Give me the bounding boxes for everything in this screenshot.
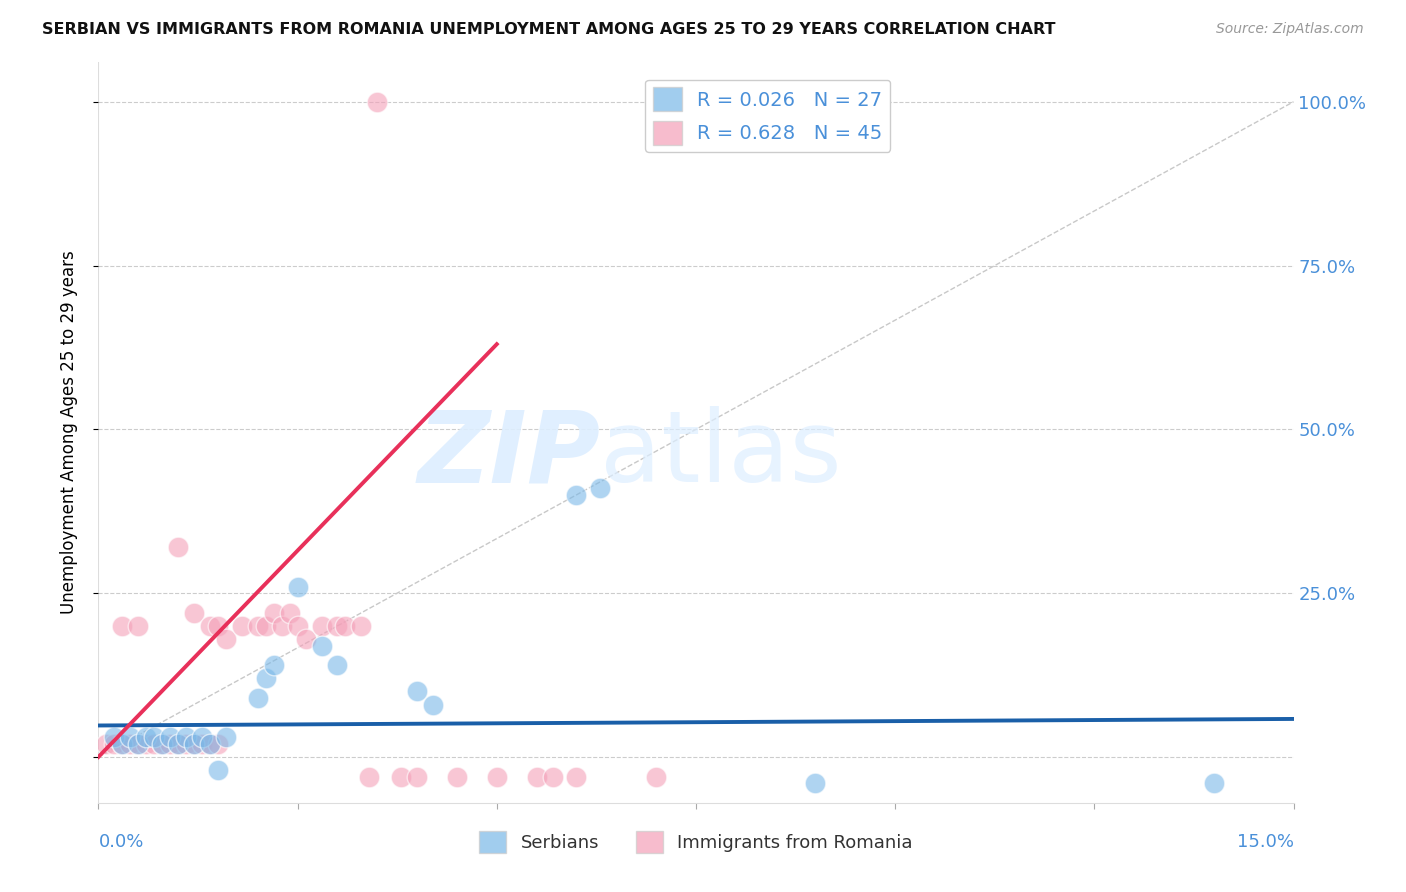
Point bbox=[198, 737, 221, 751]
Text: 15.0%: 15.0% bbox=[1236, 833, 1294, 851]
Point bbox=[287, 619, 309, 633]
Point bbox=[207, 737, 229, 751]
Point bbox=[127, 737, 149, 751]
Point bbox=[1202, 776, 1225, 790]
Point bbox=[207, 619, 229, 633]
Point bbox=[350, 619, 373, 633]
Point bbox=[311, 619, 333, 633]
Point bbox=[589, 481, 612, 495]
Point bbox=[120, 731, 142, 745]
Point bbox=[246, 619, 269, 633]
Point bbox=[183, 737, 205, 751]
Point bbox=[103, 737, 125, 751]
Point bbox=[135, 737, 157, 751]
Point bbox=[191, 737, 214, 751]
Point bbox=[120, 737, 142, 751]
Point bbox=[111, 737, 134, 751]
Point bbox=[174, 731, 197, 745]
Point bbox=[167, 737, 190, 751]
Point bbox=[366, 95, 388, 109]
Point bbox=[150, 737, 173, 751]
Point bbox=[183, 737, 205, 751]
Point bbox=[159, 731, 181, 745]
Text: Source: ZipAtlas.com: Source: ZipAtlas.com bbox=[1216, 22, 1364, 37]
Point bbox=[183, 606, 205, 620]
Point bbox=[326, 658, 349, 673]
Point bbox=[359, 770, 381, 784]
Point bbox=[485, 770, 508, 784]
Point bbox=[159, 737, 181, 751]
Point bbox=[150, 737, 173, 751]
Point bbox=[326, 619, 349, 633]
Point bbox=[143, 737, 166, 751]
Point bbox=[270, 619, 292, 633]
Point bbox=[278, 606, 301, 620]
Point bbox=[198, 619, 221, 633]
Point bbox=[215, 731, 238, 745]
Point bbox=[526, 770, 548, 784]
Point bbox=[254, 671, 277, 685]
Point bbox=[143, 731, 166, 745]
Point bbox=[215, 632, 238, 646]
Point bbox=[804, 776, 827, 790]
Point bbox=[389, 770, 412, 784]
Point bbox=[103, 731, 125, 745]
Text: 0.0%: 0.0% bbox=[98, 833, 143, 851]
Point bbox=[422, 698, 444, 712]
Point bbox=[127, 619, 149, 633]
Point bbox=[287, 580, 309, 594]
Point bbox=[111, 737, 134, 751]
Point bbox=[207, 763, 229, 777]
Point bbox=[541, 770, 564, 784]
Point bbox=[406, 770, 429, 784]
Text: ZIP: ZIP bbox=[418, 407, 600, 503]
Point bbox=[565, 770, 588, 784]
Point bbox=[446, 770, 468, 784]
Point bbox=[96, 737, 118, 751]
Text: atlas: atlas bbox=[600, 407, 842, 503]
Point bbox=[135, 731, 157, 745]
Point bbox=[198, 737, 221, 751]
Text: SERBIAN VS IMMIGRANTS FROM ROMANIA UNEMPLOYMENT AMONG AGES 25 TO 29 YEARS CORREL: SERBIAN VS IMMIGRANTS FROM ROMANIA UNEMP… bbox=[42, 22, 1056, 37]
Point bbox=[254, 619, 277, 633]
Point bbox=[263, 606, 285, 620]
Point bbox=[294, 632, 316, 646]
Point bbox=[111, 619, 134, 633]
Point bbox=[174, 737, 197, 751]
Point bbox=[406, 684, 429, 698]
Point bbox=[263, 658, 285, 673]
Point bbox=[167, 737, 190, 751]
Point bbox=[645, 770, 668, 784]
Point bbox=[335, 619, 357, 633]
Point bbox=[167, 541, 190, 555]
Point bbox=[246, 690, 269, 705]
Legend: Serbians, Immigrants from Romania: Serbians, Immigrants from Romania bbox=[472, 824, 920, 861]
Y-axis label: Unemployment Among Ages 25 to 29 years: Unemployment Among Ages 25 to 29 years bbox=[59, 251, 77, 615]
Point bbox=[191, 731, 214, 745]
Point bbox=[231, 619, 253, 633]
Point bbox=[565, 488, 588, 502]
Point bbox=[311, 639, 333, 653]
Point bbox=[127, 737, 149, 751]
